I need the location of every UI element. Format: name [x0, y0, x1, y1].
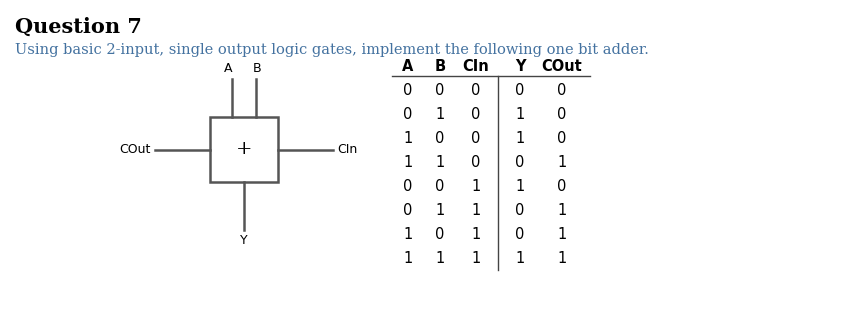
Text: Y: Y: [240, 234, 248, 247]
Text: 0: 0: [557, 107, 566, 122]
Text: COut: COut: [120, 143, 151, 156]
Text: 1: 1: [403, 251, 413, 266]
Text: 0: 0: [557, 131, 566, 146]
Text: B: B: [435, 59, 446, 74]
Text: Using basic 2-input, single output logic gates, implement the following one bit : Using basic 2-input, single output logic…: [15, 43, 649, 57]
Text: 1: 1: [558, 203, 566, 218]
Text: 1: 1: [515, 251, 525, 266]
Text: 0: 0: [515, 203, 525, 218]
Text: 1: 1: [515, 131, 525, 146]
Text: CIn: CIn: [337, 143, 357, 156]
Text: 0: 0: [403, 107, 413, 122]
Text: COut: COut: [542, 59, 582, 74]
Text: 1: 1: [558, 227, 566, 242]
Text: 0: 0: [471, 83, 481, 98]
Text: 0: 0: [557, 179, 566, 194]
Text: 0: 0: [436, 83, 445, 98]
Text: 0: 0: [557, 83, 566, 98]
Text: 1: 1: [403, 155, 413, 170]
Text: 0: 0: [471, 131, 481, 146]
Text: 1: 1: [558, 251, 566, 266]
Text: 0: 0: [471, 107, 481, 122]
Text: 1: 1: [471, 251, 481, 266]
Text: CIn: CIn: [463, 59, 489, 74]
Text: 0: 0: [436, 179, 445, 194]
Text: 1: 1: [436, 107, 445, 122]
Text: 0: 0: [515, 83, 525, 98]
Text: 0: 0: [515, 227, 525, 242]
Text: 1: 1: [515, 179, 525, 194]
Text: 1: 1: [436, 155, 445, 170]
Text: 0: 0: [515, 155, 525, 170]
Text: 1: 1: [403, 131, 413, 146]
Text: 0: 0: [436, 227, 445, 242]
Text: A: A: [224, 62, 233, 75]
Text: Question 7: Question 7: [15, 17, 142, 37]
Text: Y: Y: [514, 59, 526, 74]
Text: 1: 1: [471, 227, 481, 242]
Text: 0: 0: [403, 179, 413, 194]
Text: A: A: [402, 59, 413, 74]
Text: 1: 1: [436, 251, 445, 266]
Text: B: B: [253, 62, 261, 75]
Text: 1: 1: [558, 155, 566, 170]
Text: +: +: [236, 140, 252, 158]
Text: 1: 1: [436, 203, 445, 218]
Text: 0: 0: [471, 155, 481, 170]
Text: 1: 1: [403, 227, 413, 242]
Text: 0: 0: [403, 203, 413, 218]
Bar: [210, 117, 278, 182]
Text: 0: 0: [436, 131, 445, 146]
Text: 1: 1: [471, 203, 481, 218]
Text: 0: 0: [403, 83, 413, 98]
Text: 1: 1: [515, 107, 525, 122]
Text: 1: 1: [471, 179, 481, 194]
